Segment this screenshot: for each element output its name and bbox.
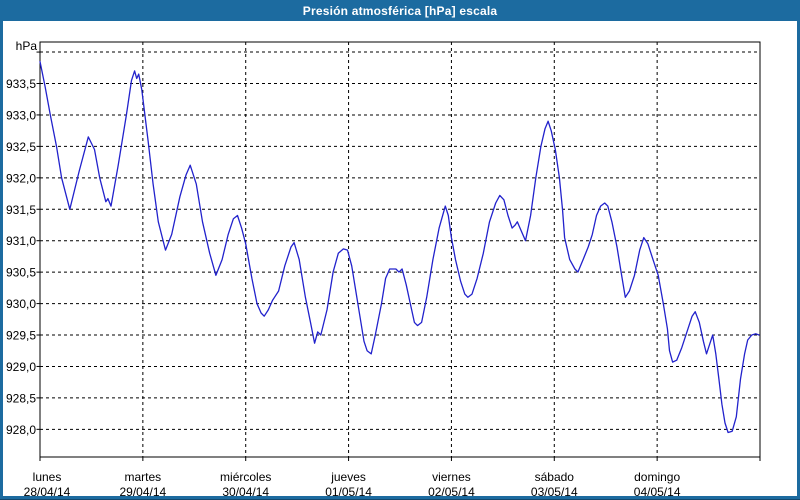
date-label: 04/05/14 <box>634 485 681 499</box>
date-label: 29/04/14 <box>119 485 166 499</box>
y-tick-label: 933,5 <box>6 77 36 91</box>
pressure-line <box>39 60 760 434</box>
y-tick-label: 932,5 <box>6 140 36 154</box>
y-tick-label: 929,0 <box>6 360 36 374</box>
window-border-right <box>797 21 800 500</box>
y-tick-label: 933,0 <box>6 108 36 122</box>
day-label: miércoles <box>220 470 271 484</box>
title-bar: Presión atmosférica [hPa] escala <box>0 0 800 21</box>
day-label: lunes <box>33 470 62 484</box>
day-label: sábado <box>535 470 575 484</box>
window-border-left <box>0 21 3 500</box>
day-label: martes <box>125 470 162 484</box>
y-tick-label: 930,5 <box>6 266 36 280</box>
y-tick-label: 930,0 <box>6 297 36 311</box>
day-label: jueves <box>330 470 366 484</box>
date-label: 30/04/14 <box>222 485 269 499</box>
date-label: 28/04/14 <box>24 485 71 499</box>
y-tick-label: 931,5 <box>6 203 36 217</box>
y-tick-label: 928,5 <box>6 391 36 405</box>
day-label: viernes <box>432 470 471 484</box>
pressure-chart: 933,5 933,0 932,5 932,0 931,5 931,0 930,5 930,0… <box>6 39 761 499</box>
y-tick-label: 932,0 <box>6 171 36 185</box>
unit-label: hPa <box>16 39 38 53</box>
chart-title: Presión atmosférica [hPa] escala <box>302 3 498 18</box>
y-tick-label: 928,0 <box>6 423 36 437</box>
y-tick-label: 929,5 <box>6 329 36 343</box>
day-label: domingo <box>634 470 680 484</box>
date-label: 03/05/14 <box>531 485 578 499</box>
y-tick-label: 931,0 <box>6 234 36 248</box>
window-border-bottom <box>0 496 800 500</box>
date-label: 01/05/14 <box>325 485 372 499</box>
plot-frame <box>39 41 761 458</box>
date-label: 02/05/14 <box>428 485 475 499</box>
